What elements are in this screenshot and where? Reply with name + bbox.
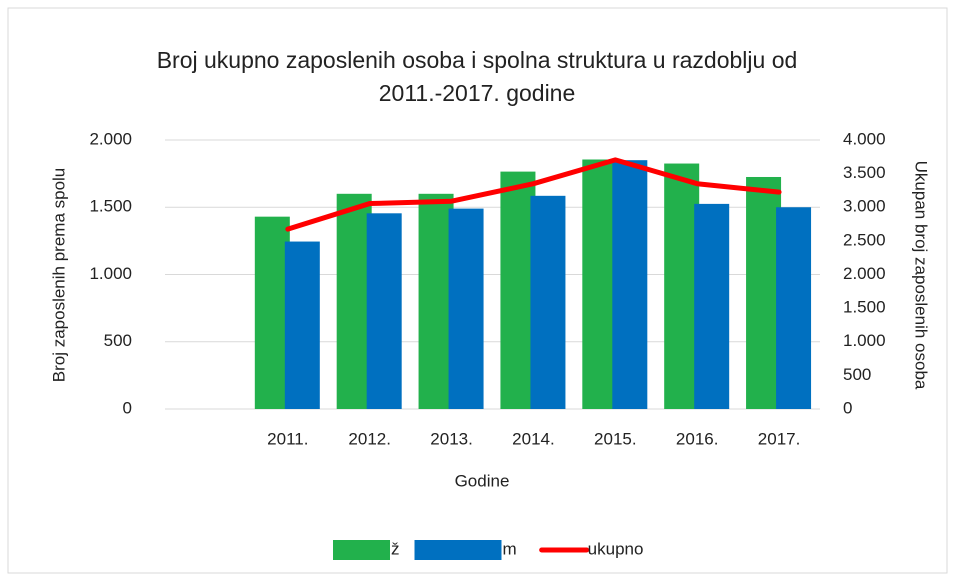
bar: [664, 163, 700, 409]
x-tick-label: 2015.: [594, 429, 637, 448]
bar: [530, 195, 566, 409]
x-tick-label: 2013.: [430, 429, 473, 448]
legend-swatch: [414, 540, 502, 560]
bar: [582, 159, 618, 409]
y2-tick-label: 1.000: [843, 331, 886, 350]
legend-label: m: [503, 539, 517, 558]
bar: [366, 213, 402, 409]
legend-label: ukupno: [588, 539, 644, 558]
y-axis-title: Broj zaposlenih prema spolu: [49, 168, 68, 383]
bar: [694, 203, 730, 409]
y2-tick-label: 0: [843, 398, 852, 417]
bar: [418, 193, 454, 409]
y2-tick-label: 3.000: [843, 197, 886, 216]
line: [285, 157, 782, 232]
y2-tick-label: 4.000: [843, 129, 886, 148]
y2-tick-label: 500: [843, 365, 871, 384]
bar: [746, 176, 782, 409]
bar: [336, 193, 372, 409]
x-tick-label: 2017.: [758, 429, 801, 448]
legend-label: ž: [391, 539, 400, 558]
y-tick-label: 500: [104, 331, 132, 350]
y2-axis-title: Ukupan broj zaposlenih osoba: [912, 161, 931, 390]
bar: [448, 208, 484, 409]
legend-swatch: [333, 540, 390, 560]
x-tick-label: 2011.: [267, 429, 308, 448]
x-tick-label: 2014.: [512, 429, 555, 448]
x-axis-title: Godine: [455, 471, 510, 490]
bar: [254, 216, 290, 409]
bar: [500, 171, 536, 409]
y2-tick-label: 1.500: [843, 298, 886, 317]
y-tick-label: 0: [123, 398, 132, 417]
bar: [612, 160, 648, 409]
bar: [284, 241, 320, 409]
y2-tick-label: 2.500: [843, 230, 886, 249]
y2-tick-label: 3.500: [843, 163, 886, 182]
x-tick-label: 2016.: [676, 429, 719, 448]
bar: [776, 207, 812, 409]
chart-title: 2011.-2017. godine: [379, 80, 576, 106]
chart-title: Broj ukupno zaposlenih osoba i spolna st…: [157, 47, 798, 73]
y2-tick-label: 2.000: [843, 264, 886, 283]
y-tick-label: 1.500: [89, 197, 132, 216]
y-tick-label: 1.000: [89, 264, 132, 283]
y-tick-label: 2.000: [89, 129, 132, 148]
x-tick-label: 2012.: [348, 429, 391, 448]
